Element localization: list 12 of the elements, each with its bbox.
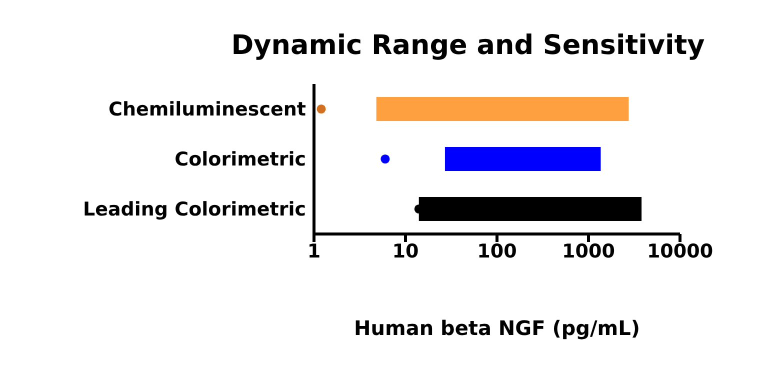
x-tick-label: 1 (307, 240, 321, 262)
chart-title: Dynamic Range and Sensitivity (230, 30, 706, 61)
y-tick-label: Leading Colorimetric (82, 198, 306, 221)
bar (376, 97, 629, 121)
y-tick-label: Chemiluminescent (108, 98, 306, 121)
x-axis-title: Human beta NGF (pg/mL) (353, 316, 641, 340)
x-tick-label: 10 (392, 240, 419, 262)
bar (444, 147, 601, 171)
y-tick-label: Colorimetric (174, 148, 306, 171)
x-tick-label: 10000 (646, 240, 714, 262)
x-tick-label: 1000 (562, 240, 615, 262)
x-tick-label: 100 (477, 240, 517, 262)
